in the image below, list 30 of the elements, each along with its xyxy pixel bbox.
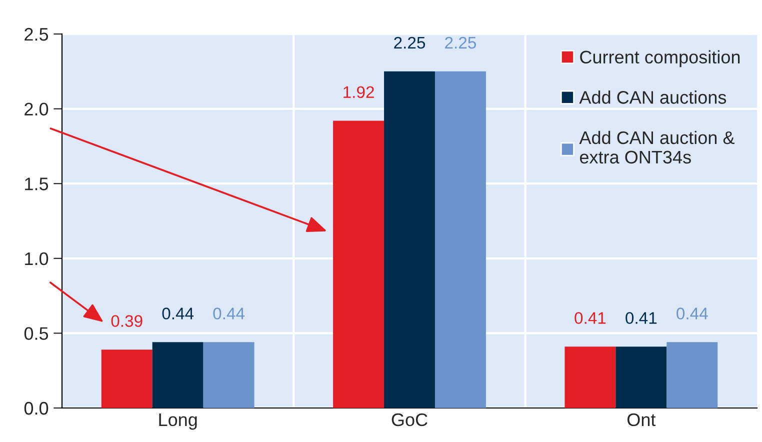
bar — [152, 342, 204, 408]
y-tick-label: 1.0 — [25, 252, 48, 266]
data-label: 0.41 — [626, 312, 657, 324]
y-tick-label: 1.5 — [25, 178, 48, 190]
data-label: 0.44 — [213, 308, 245, 320]
data-label: 0.44 — [162, 308, 194, 320]
bar — [616, 346, 667, 408]
legend-label: Add CAN auction & extra ONT34s — [579, 130, 734, 164]
legend-label: Add CAN auctions — [579, 90, 726, 104]
data-label: 0.39 — [111, 315, 142, 327]
data-label: 0.44 — [676, 308, 708, 320]
x-tick-label: Ont — [627, 413, 656, 426]
bar — [203, 342, 254, 408]
bar — [384, 71, 435, 408]
legend-label: Current composition — [580, 50, 740, 68]
bar — [666, 342, 718, 408]
y-tick-label: 0.5 — [24, 327, 48, 340]
data-label: 1.92 — [344, 86, 374, 98]
data-label: 2.25 — [445, 36, 476, 49]
bar — [564, 346, 616, 408]
data-label: 2.25 — [394, 36, 426, 49]
x-tick-label: Long — [159, 414, 197, 430]
bar — [101, 350, 152, 408]
x-tick-label: GoC — [392, 413, 428, 426]
data-label: 0.41 — [574, 312, 606, 324]
y-tick-label: 0.0 — [24, 402, 48, 415]
bar — [333, 120, 384, 408]
y-tick-label: 2.0 — [24, 102, 48, 116]
bar — [434, 71, 486, 408]
y-tick-label: 2.5 — [24, 28, 48, 41]
